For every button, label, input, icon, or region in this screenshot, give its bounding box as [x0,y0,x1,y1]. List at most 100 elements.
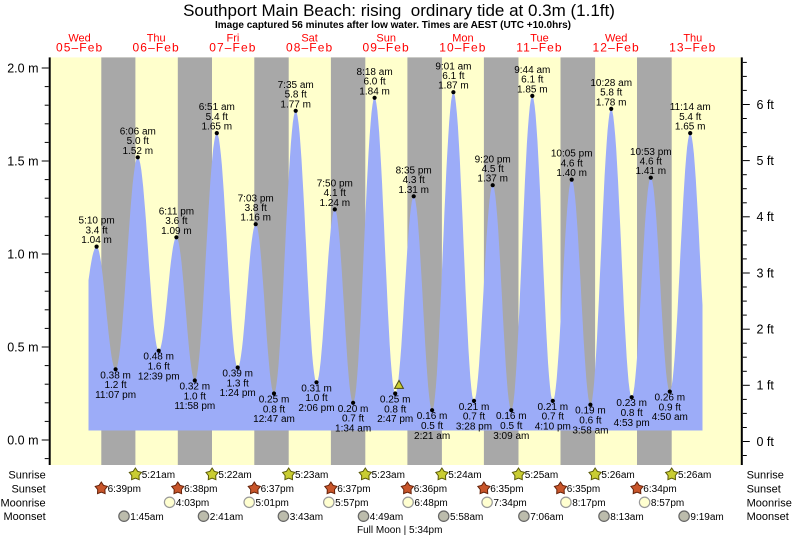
svg-text:5 ft: 5 ft [757,154,775,168]
svg-text:1.40 m: 1.40 m [556,168,587,179]
svg-text:5:22am: 5:22am [218,470,251,481]
svg-text:1.52 m: 1.52 m [123,146,154,157]
svg-text:3:09 am: 3:09 am [493,431,529,442]
svg-text:1.65 m: 1.65 m [675,122,706,133]
svg-text:Sunset: Sunset [747,483,781,495]
svg-text:0.0 m: 0.0 m [7,433,38,447]
svg-text:10:53 pm: 10:53 pm [630,147,672,158]
svg-text:9:01 am: 9:01 am [435,61,471,72]
svg-text:0.23 m: 0.23 m [616,398,647,409]
svg-text:6.1 ft: 6.1 ft [521,75,543,86]
svg-text:8:35 pm: 8:35 pm [396,165,432,176]
svg-text:6 ft: 6 ft [757,98,775,112]
svg-text:0.5 ft: 0.5 ft [421,421,443,432]
svg-text:Moonset: Moonset [3,511,45,523]
svg-text:1.31 m: 1.31 m [398,185,429,196]
svg-text:0.16 m: 0.16 m [417,411,448,422]
svg-text:9:44 am: 9:44 am [514,65,550,76]
svg-text:4:50 am: 4:50 am [652,412,688,423]
svg-text:6:36pm: 6:36pm [414,484,447,495]
svg-text:5:01pm: 5:01pm [256,498,289,509]
svg-text:4.6 ft: 4.6 ft [561,158,583,169]
svg-text:1:45am: 1:45am [130,512,163,523]
svg-text:0.6 ft: 0.6 ft [579,416,601,427]
svg-text:6:51 am: 6:51 am [199,102,235,113]
svg-text:10:28 am: 10:28 am [590,78,632,89]
svg-text:12–Feb: 12–Feb [593,41,640,55]
svg-text:1.16 m: 1.16 m [240,213,271,224]
svg-text:5:23am: 5:23am [372,470,405,481]
svg-text:5.8 ft: 5.8 ft [285,90,307,101]
svg-text:4:03pm: 4:03pm [176,498,209,509]
svg-text:6.1 ft: 6.1 ft [442,71,464,82]
svg-text:0.8 ft: 0.8 ft [621,408,643,419]
svg-text:Image captured 56 minutes afte: Image captured 56 minutes after low wate… [215,20,571,31]
svg-text:Wed: Wed [605,33,627,45]
svg-text:2:41am: 2:41am [210,512,243,523]
svg-text:11:07 pm: 11:07 pm [95,390,136,401]
svg-text:7:03 pm: 7:03 pm [238,193,274,204]
svg-text:5:57pm: 5:57pm [335,498,368,509]
svg-text:8:13am: 8:13am [610,512,643,523]
svg-text:0.7 ft: 0.7 ft [463,412,485,423]
svg-text:6:35pm: 6:35pm [490,484,523,495]
svg-text:Thu: Thu [147,33,166,45]
svg-text:1.84 m: 1.84 m [359,86,390,97]
svg-text:2:06 pm: 2:06 pm [298,403,334,414]
svg-text:3.8 ft: 3.8 ft [245,203,267,214]
svg-text:4.3 ft: 4.3 ft [403,175,425,186]
svg-text:4.6 ft: 4.6 ft [640,157,662,168]
svg-text:1 ft: 1 ft [757,379,775,393]
svg-text:1.3 ft: 1.3 ft [227,378,249,389]
svg-text:5.4 ft: 5.4 ft [206,112,228,123]
svg-text:06–Feb: 06–Feb [133,41,180,55]
svg-text:7:06am: 7:06am [530,512,563,523]
svg-text:0.5 ft: 0.5 ft [500,421,522,432]
svg-text:3:43am: 3:43am [290,512,323,523]
svg-text:4:10 pm: 4:10 pm [535,422,571,433]
svg-text:8:57pm: 8:57pm [651,498,684,509]
svg-text:Wed: Wed [68,33,90,45]
svg-text:4:49am: 4:49am [370,512,403,523]
svg-text:1.04 m: 1.04 m [81,235,112,246]
svg-text:Sunset: Sunset [11,483,45,495]
svg-text:1.0 ft: 1.0 ft [305,393,327,404]
svg-text:0.26 m: 0.26 m [655,393,686,404]
svg-text:2:47 pm: 2:47 pm [377,414,413,425]
svg-text:11:14 am: 11:14 am [670,102,711,113]
svg-text:0.8 ft: 0.8 ft [263,404,285,415]
svg-text:1.5 m: 1.5 m [7,154,38,168]
svg-text:0.9 ft: 0.9 ft [659,402,681,413]
svg-text:1.77 m: 1.77 m [280,99,311,110]
svg-text:1.6 ft: 1.6 ft [148,362,170,373]
svg-text:6:35pm: 6:35pm [567,484,600,495]
svg-text:5.0 ft: 5.0 ft [127,136,149,147]
svg-text:0.32 m: 0.32 m [180,382,211,393]
svg-text:12:39 pm: 12:39 pm [138,371,180,382]
svg-text:1.2 ft: 1.2 ft [104,380,126,391]
svg-text:6:39pm: 6:39pm [108,484,141,495]
svg-text:09–Feb: 09–Feb [363,41,410,55]
svg-text:4 ft: 4 ft [757,210,775,224]
svg-text:7:34pm: 7:34pm [493,498,526,509]
svg-text:6:11 pm: 6:11 pm [159,206,194,217]
svg-text:08–Feb: 08–Feb [286,41,333,55]
svg-text:9:19am: 9:19am [690,512,723,523]
svg-text:6:37pm: 6:37pm [337,484,370,495]
svg-text:Southport Main Beach: rising: Southport Main Beach: rising ordinary ti… [183,1,615,20]
svg-text:0.7 ft: 0.7 ft [342,414,364,425]
svg-text:6:37pm: 6:37pm [261,484,294,495]
svg-text:11:58 pm: 11:58 pm [174,401,215,412]
svg-text:5:26am: 5:26am [601,470,634,481]
svg-text:Moonset: Moonset [747,511,789,523]
svg-text:5:10 pm: 5:10 pm [79,216,115,227]
svg-text:1:24 pm: 1:24 pm [220,388,256,399]
svg-text:9:20 pm: 9:20 pm [475,154,511,165]
svg-text:Tue: Tue [530,33,549,45]
svg-text:0.21 m: 0.21 m [538,402,569,413]
svg-text:6:34pm: 6:34pm [643,484,676,495]
svg-text:0.39 m: 0.39 m [222,369,253,380]
svg-text:2 ft: 2 ft [757,323,775,337]
svg-text:1.24 m: 1.24 m [320,198,351,209]
svg-text:0.25 m: 0.25 m [259,395,290,406]
